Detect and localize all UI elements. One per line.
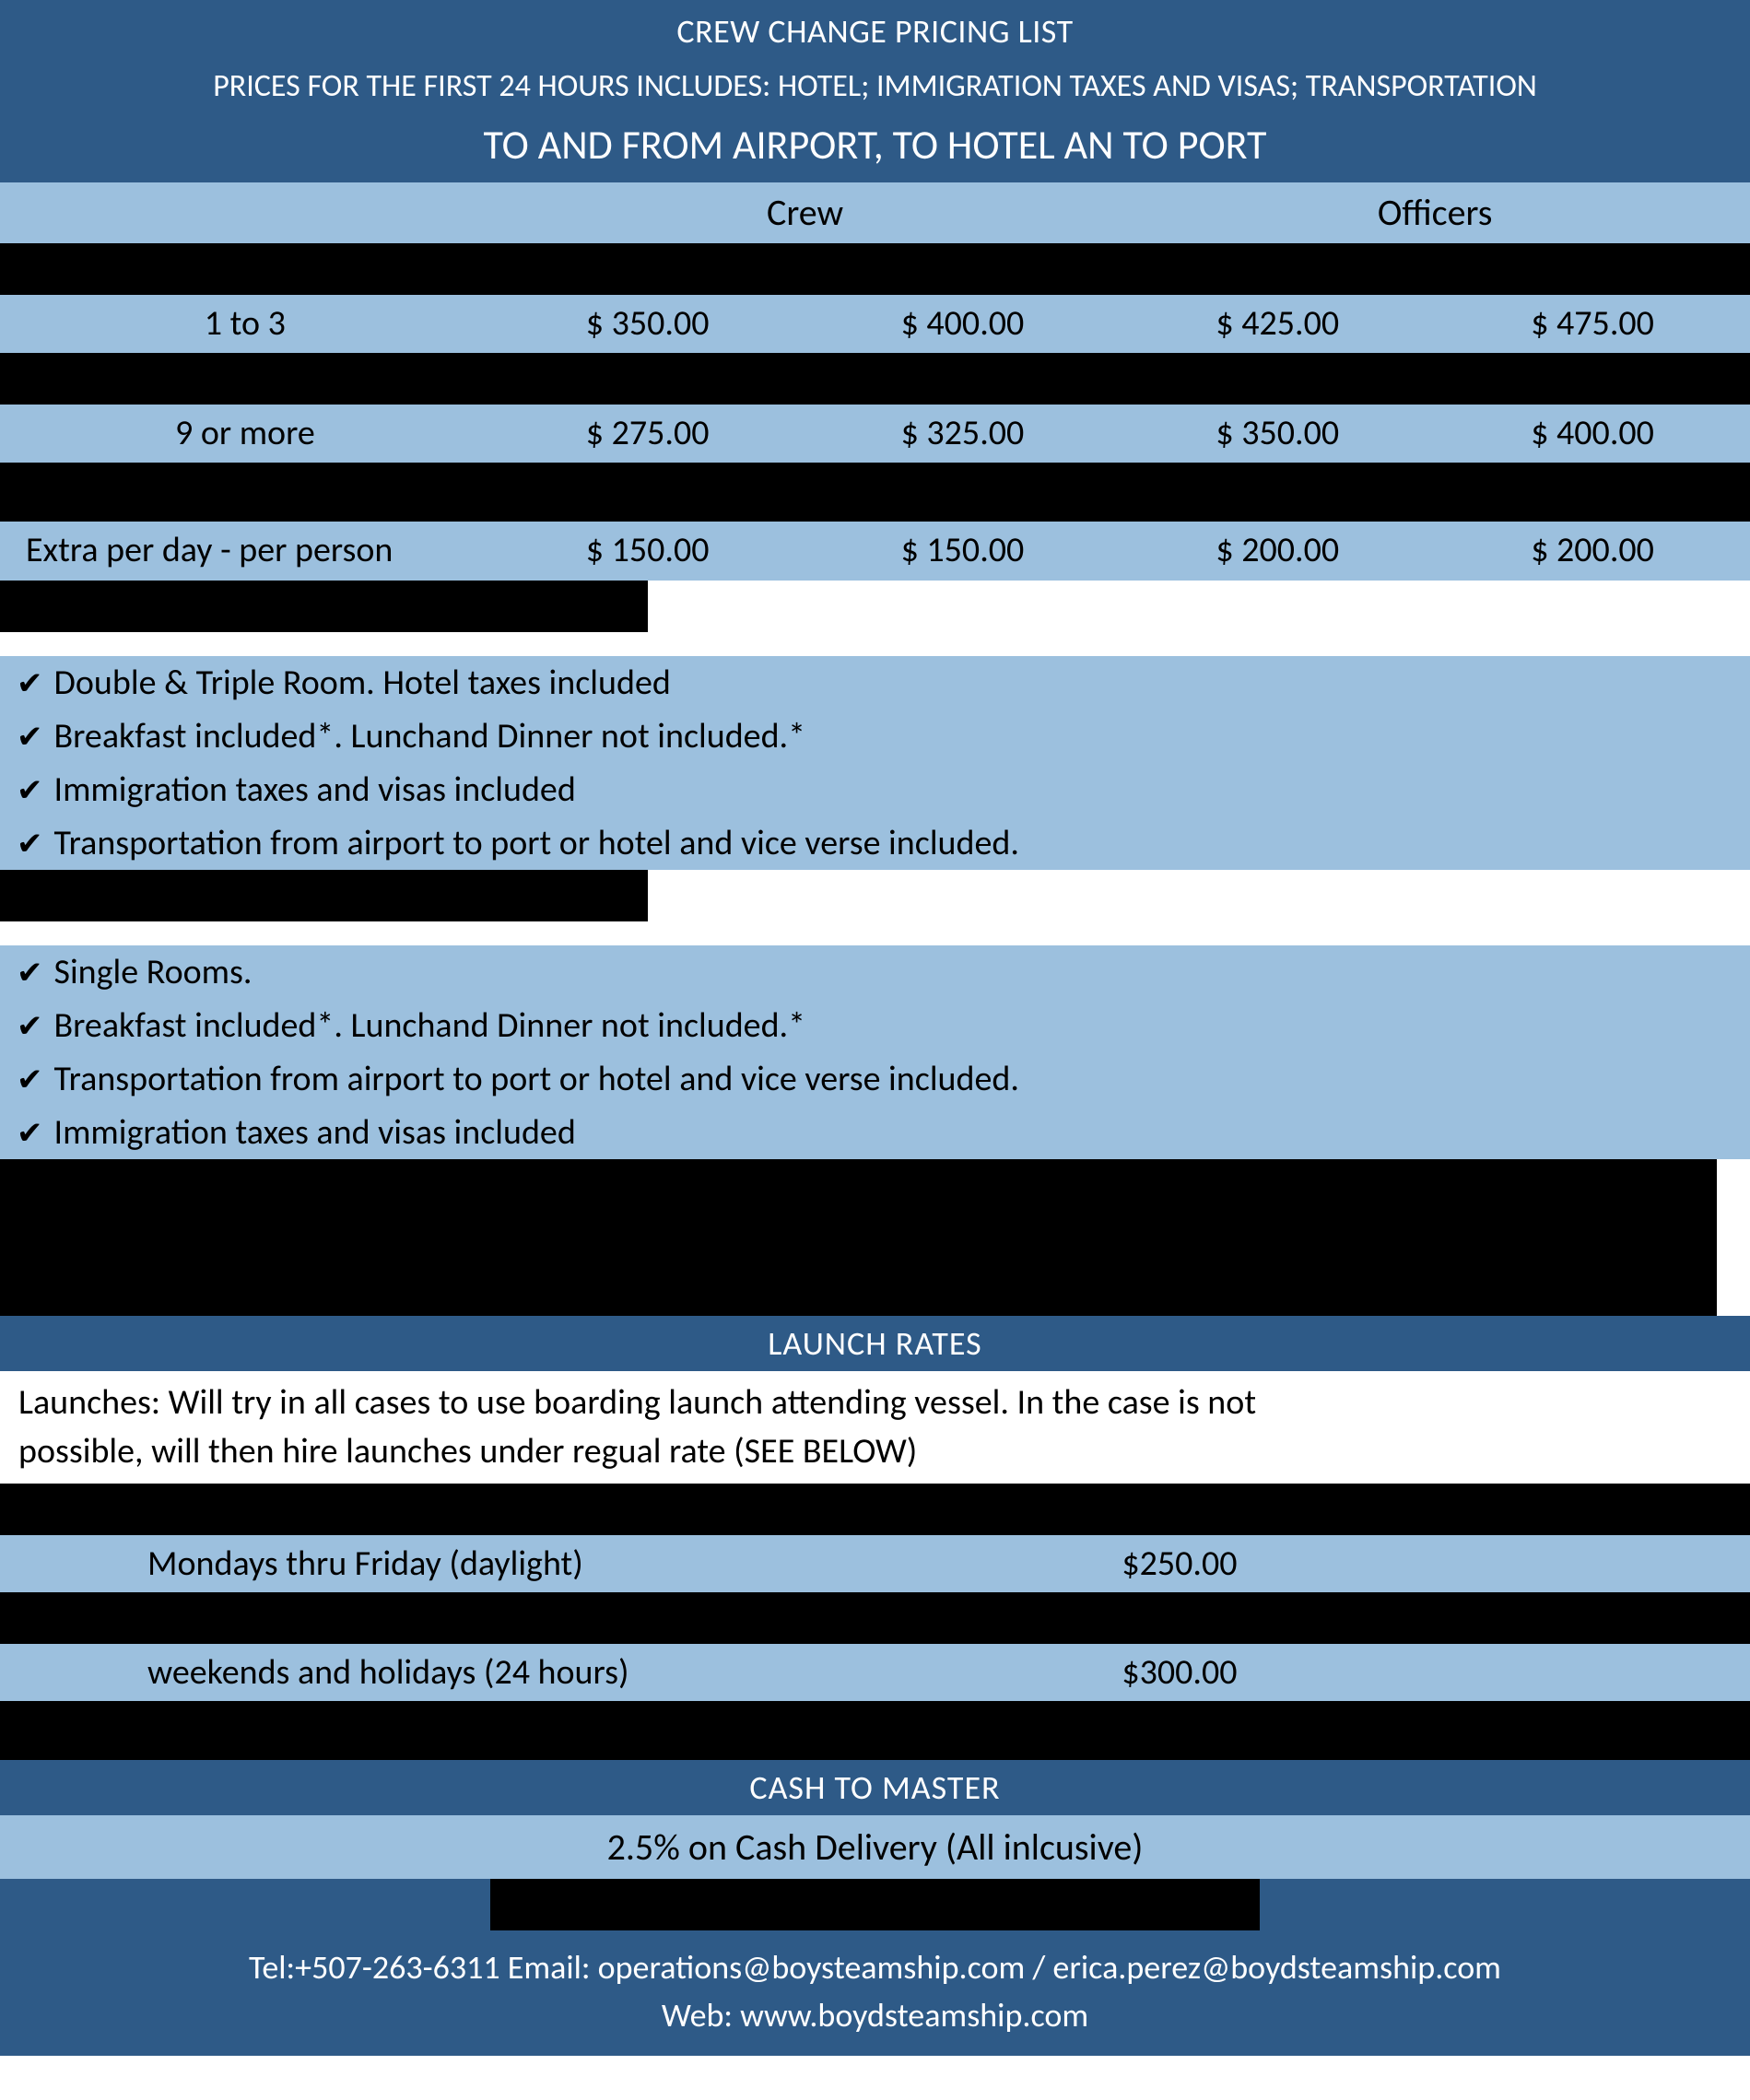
launch-price: $250.00 <box>1085 1535 1750 1592</box>
price-cell: $ 150.00 <box>805 522 1121 580</box>
feature-item: Transportation from airport to port or h… <box>0 1052 1750 1106</box>
launch-note-line2: possible, will then hire launches under … <box>18 1430 917 1472</box>
redaction-bar <box>0 243 1750 295</box>
contact-line1: Tel:+507-263-6311 Email: operations@boys… <box>0 1943 1750 1991</box>
redaction-bar <box>0 870 648 921</box>
spacer <box>0 921 1750 945</box>
price-cell: $ 200.00 <box>1435 522 1750 580</box>
col-crew: Crew <box>490 182 1121 243</box>
redaction-bar <box>0 353 1750 405</box>
footer-redaction <box>0 1879 1750 1930</box>
header-block: CREW CHANGE PRICING LIST PRICES FOR THE … <box>0 0 1750 182</box>
pricing-column-headers: Crew Officers <box>0 182 1750 243</box>
redaction-bar <box>0 581 648 632</box>
pricing-row: 1 to 3 $ 350.00 $ 400.00 $ 425.00 $ 475.… <box>0 295 1750 353</box>
redaction-bar <box>490 1879 1261 1930</box>
launch-rate-row: weekends and holidays (24 hours) $300.00 <box>0 1644 1750 1701</box>
price-cell: $ 350.00 <box>490 295 805 353</box>
price-cell: $ 150.00 <box>490 522 805 580</box>
launch-label: weekends and holidays (24 hours) <box>0 1644 1085 1701</box>
blank <box>648 870 1750 921</box>
price-cell: $ 275.00 <box>490 405 805 463</box>
redaction-bar <box>0 1592 1750 1644</box>
launch-price: $300.00 <box>1085 1644 1750 1701</box>
price-cell: $ 325.00 <box>805 405 1121 463</box>
officers-features: Single Rooms. Breakfast included*. Lunch… <box>0 945 1750 1159</box>
contact-footer: Tel:+507-263-6311 Email: operations@boys… <box>0 1930 1750 2056</box>
launch-rates-header: LAUNCH RATES <box>0 1316 1750 1371</box>
pricing-sheet: CREW CHANGE PRICING LIST PRICES FOR THE … <box>0 0 1750 2056</box>
price-cell: $ 400.00 <box>1435 405 1750 463</box>
feature-item: Breakfast included*. Lunchand Dinner not… <box>0 999 1750 1052</box>
header-subtitle: PRICES FOR THE FIRST 24 HOURS INCLUDES: … <box>0 60 1750 113</box>
row-label: 1 to 3 <box>0 295 490 353</box>
feature-item: Breakfast included*. Lunchand Dinner not… <box>0 710 1750 763</box>
header-subtitle-2: TO AND FROM AIRPORT, TO HOTEL AN TO PORT <box>0 112 1750 182</box>
col-blank <box>0 182 490 243</box>
launch-label: Mondays thru Friday (daylight) <box>0 1535 1085 1592</box>
price-cell: $ 475.00 <box>1435 295 1750 353</box>
row-label: 9 or more <box>0 405 490 463</box>
feature-item: Single Rooms. <box>0 945 1750 999</box>
blank <box>648 581 1750 632</box>
crew-features: Double & Triple Room. Hotel taxes includ… <box>0 656 1750 870</box>
pricing-row: 9 or more $ 275.00 $ 325.00 $ 350.00 $ 4… <box>0 405 1750 463</box>
header-title: CREW CHANGE PRICING LIST <box>0 0 1750 60</box>
partial-redaction <box>0 870 1750 921</box>
redaction-bar <box>0 463 1750 522</box>
price-cell: $ 350.00 <box>1120 405 1435 463</box>
feature-item: Immigration taxes and visas included <box>0 763 1750 816</box>
pricing-row: Extra per day - per person $ 150.00 $ 15… <box>0 522 1750 580</box>
feature-item: Double & Triple Room. Hotel taxes includ… <box>0 656 1750 710</box>
footer-side <box>0 1879 490 1930</box>
launch-rate-row: Mondays thru Friday (daylight) $250.00 <box>0 1535 1750 1592</box>
partial-redaction <box>0 581 1750 632</box>
redaction-bar <box>0 1484 1750 1535</box>
feature-item: Immigration taxes and visas included <box>0 1106 1750 1159</box>
cash-to-master-header: CASH TO MASTER <box>0 1760 1750 1815</box>
row-label: Extra per day - per person <box>0 522 490 580</box>
spacer <box>0 632 1750 656</box>
col-officers: Officers <box>1120 182 1750 243</box>
launch-note: Launches: Will try in all cases to use b… <box>0 1371 1750 1484</box>
price-cell: $ 400.00 <box>805 295 1121 353</box>
redaction-bar <box>0 1701 1750 1760</box>
price-cell: $ 200.00 <box>1120 522 1435 580</box>
cash-line: 2.5% on Cash Delivery (All inlcusive) <box>0 1815 1750 1879</box>
redaction-block <box>0 1159 1717 1316</box>
launch-note-line1: Launches: Will try in all cases to use b… <box>18 1381 1256 1424</box>
contact-line2: Web: www.boydsteamship.com <box>0 1991 1750 2039</box>
price-cell: $ 425.00 <box>1120 295 1435 353</box>
footer-side <box>1260 1879 1750 1930</box>
feature-item: Transportation from airport to port or h… <box>0 816 1750 870</box>
